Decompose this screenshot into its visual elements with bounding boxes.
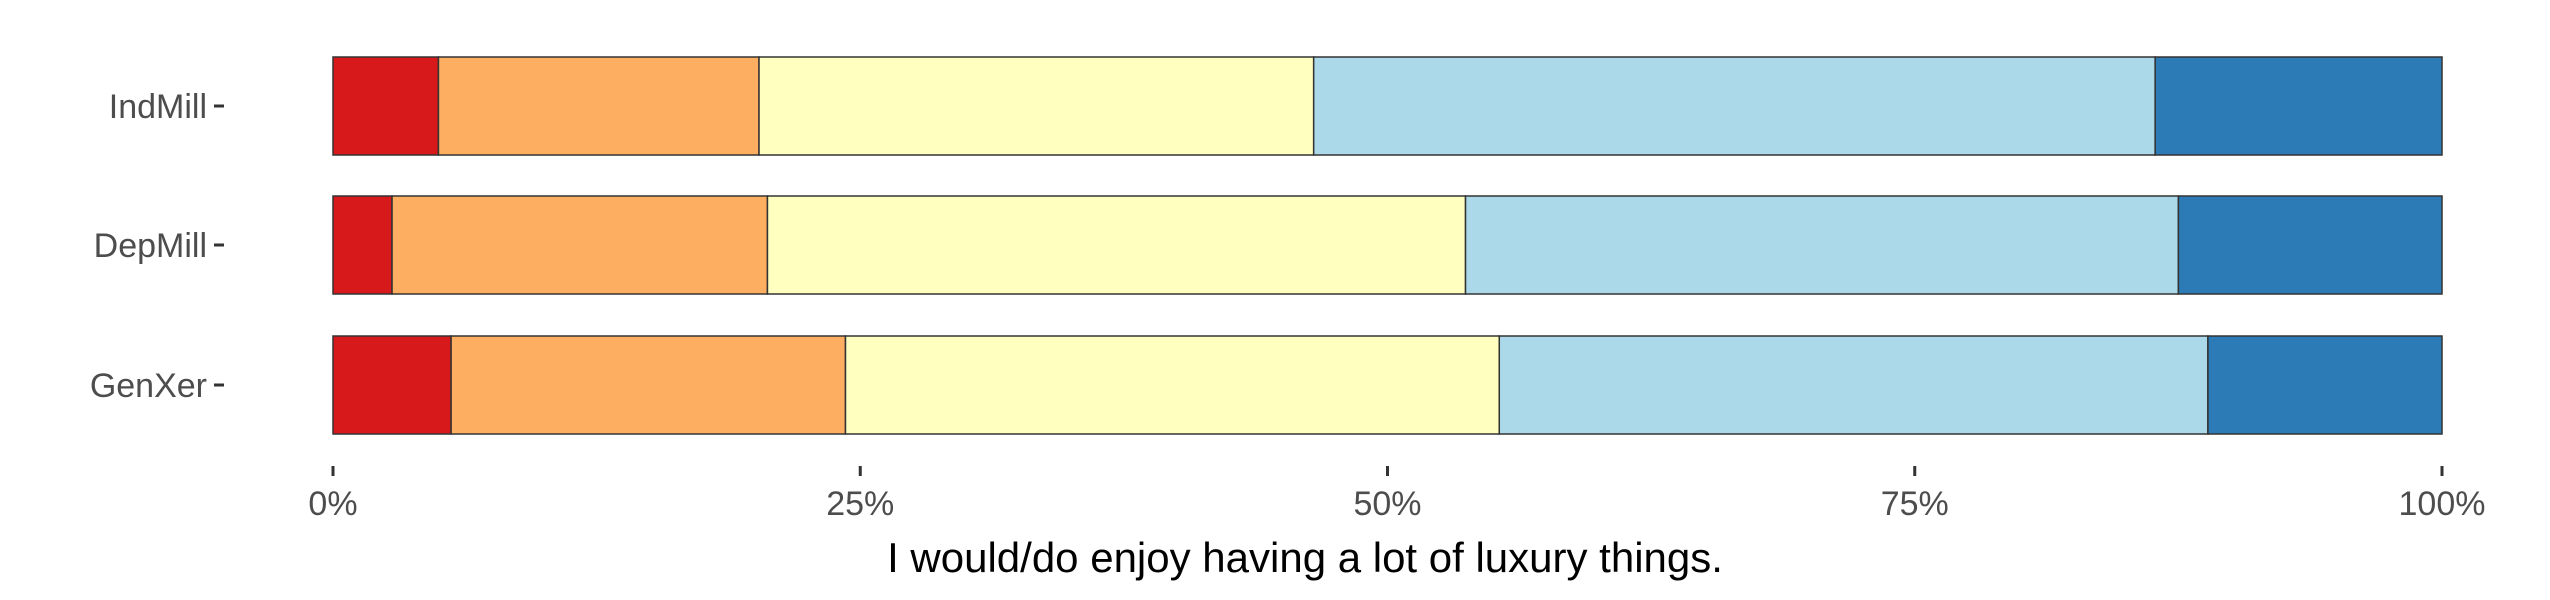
- y-tick-label-indmill: IndMill: [109, 88, 207, 126]
- bar-segment-indmill-3: [758, 56, 1315, 156]
- x-tick-label-0: 0%: [308, 485, 357, 523]
- bar-segment-genxer-1: [332, 335, 452, 435]
- y-axis: IndMill DepMill GenXer: [90, 88, 224, 405]
- bar-segment-indmill-2: [437, 56, 760, 156]
- bar-segment-depmill-4: [1464, 195, 2180, 295]
- bar-segment-indmill-4: [1312, 56, 2156, 156]
- bar-segment-genxer-5: [2207, 335, 2443, 435]
- bar-segment-genxer-3: [844, 335, 1501, 435]
- x-tick-label-2: 50%: [1353, 485, 1421, 523]
- x-axis: 0% 25% 50% 75% 100%: [308, 466, 2485, 523]
- bar-segment-indmill-5: [2154, 56, 2443, 156]
- x-axis-title: I would/do enjoy having a lot of luxury …: [887, 534, 1723, 581]
- x-tick-label-4: 100%: [2399, 485, 2486, 523]
- bar-segment-depmill-3: [766, 195, 1467, 295]
- bar-segment-indmill-1: [332, 56, 440, 156]
- x-tick-label-1: 25%: [826, 485, 894, 523]
- bars-layer: [332, 56, 2443, 435]
- bar-segment-genxer-2: [450, 335, 847, 435]
- y-tick-label-genxer: GenXer: [90, 367, 207, 405]
- y-tick-label-depmill: DepMill: [94, 227, 207, 265]
- x-tick-label-3: 75%: [1881, 485, 1949, 523]
- bar-segment-genxer-4: [1498, 335, 2209, 435]
- bar-segment-depmill-1: [332, 195, 393, 295]
- bar-segment-depmill-5: [2177, 195, 2443, 295]
- bar-segment-depmill-2: [391, 195, 769, 295]
